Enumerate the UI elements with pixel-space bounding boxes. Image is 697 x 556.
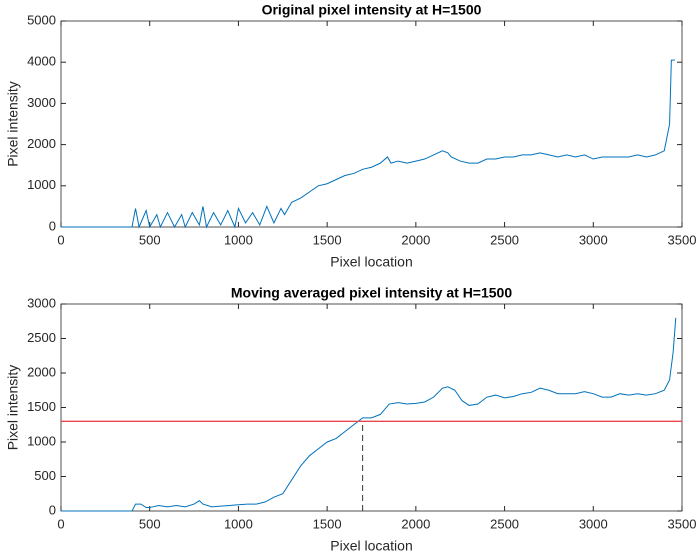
y-tick-label: 3000: [27, 95, 56, 110]
y-axis-label: Pixel intensity: [5, 365, 21, 451]
y-tick-label: 4000: [27, 54, 56, 69]
x-tick-label: 3000: [579, 516, 608, 531]
x-tick-label: 500: [139, 232, 161, 247]
x-tick-label: 1000: [224, 516, 253, 531]
axes-box: [60, 20, 683, 228]
chart-title: Original pixel intensity at H=1500: [262, 2, 482, 18]
y-tick-label: 1000: [27, 433, 56, 448]
y-tick-label: 2000: [27, 364, 56, 379]
x-tick-label: 2500: [490, 232, 519, 247]
y-tick-label: 2000: [27, 136, 56, 151]
x-tick-label: 2000: [401, 516, 430, 531]
chart-title: Moving averaged pixel intensity at H=150…: [231, 285, 512, 301]
y-tick-label: 1500: [27, 399, 56, 414]
y-tick-label: 1000: [27, 177, 56, 192]
axes-box: [60, 303, 683, 512]
data-line: [61, 59, 675, 229]
y-tick-label: 0: [49, 502, 56, 517]
y-tick-label: 3000: [27, 295, 56, 310]
x-axis-label: Pixel location: [330, 254, 413, 270]
y-tick-label: 0: [49, 218, 56, 233]
y-tick-label: 2500: [27, 330, 56, 345]
x-tick-label: 2000: [401, 232, 430, 247]
x-tick-label: 0: [57, 516, 64, 531]
x-tick-label: 1500: [313, 516, 342, 531]
x-tick-label: 3500: [668, 232, 697, 247]
y-axis-label: Pixel intensity: [5, 81, 21, 167]
x-tick-label: 2500: [490, 516, 519, 531]
x-tick-label: 3500: [668, 516, 697, 531]
y-tick-label: 500: [34, 468, 56, 483]
x-tick-label: 1000: [224, 232, 253, 247]
x-axis-label: Pixel location: [330, 538, 413, 554]
x-tick-label: 1500: [313, 232, 342, 247]
x-tick-label: 3000: [579, 232, 608, 247]
data-line: [61, 317, 677, 512]
x-tick-label: 0: [57, 232, 64, 247]
x-tick-label: 500: [139, 516, 161, 531]
y-tick-label: 5000: [27, 12, 56, 27]
